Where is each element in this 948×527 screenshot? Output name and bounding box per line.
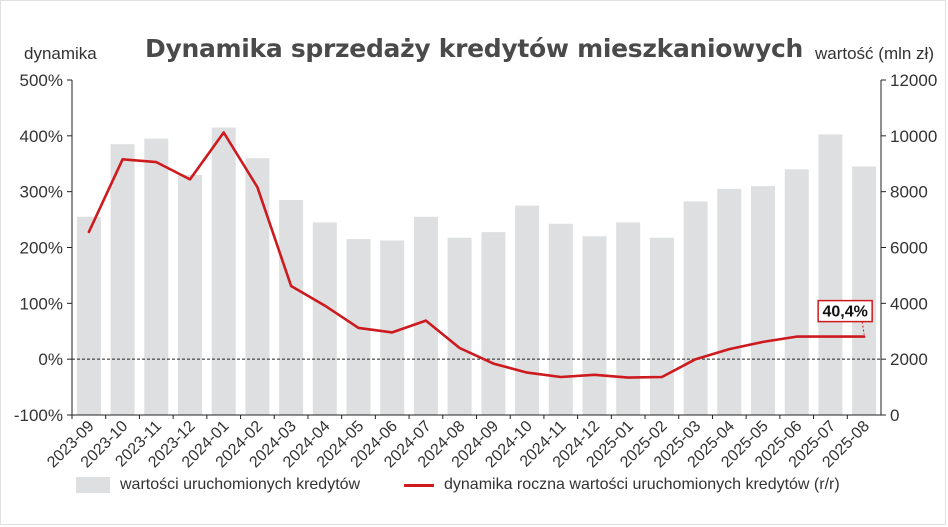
bar-2024-06 bbox=[380, 240, 405, 415]
bar-2024-03 bbox=[279, 200, 304, 415]
bar-2024-08 bbox=[447, 237, 472, 415]
left-tick-label: 0% bbox=[38, 350, 63, 369]
right-tick-label: 12000 bbox=[890, 71, 937, 90]
bar-2024-11 bbox=[548, 223, 573, 415]
right-tick-label: 4000 bbox=[890, 294, 928, 313]
chart-title: Dynamika sprzedaży kredytów mieszkaniowy… bbox=[145, 34, 803, 63]
legend-swatch-line bbox=[404, 483, 434, 487]
bar-2025-01 bbox=[616, 222, 641, 415]
left-tick-label: 100% bbox=[20, 294, 63, 313]
dynamics-line bbox=[87, 131, 866, 379]
left-axis-title: dynamika bbox=[24, 44, 97, 63]
bar-2025-07 bbox=[818, 134, 843, 415]
bar-2024-12 bbox=[582, 236, 607, 415]
annotation-label: 40,4% bbox=[822, 304, 867, 321]
bar-2024-10 bbox=[515, 205, 540, 415]
left-tick-label: 500% bbox=[20, 71, 63, 90]
right-tick-label: 6000 bbox=[890, 239, 928, 258]
legend-label-line: dynamika roczna wartości uruchomionych k… bbox=[444, 476, 840, 493]
bar-2024-07 bbox=[413, 216, 438, 415]
bar-2024-09 bbox=[481, 232, 506, 415]
bar-2024-04 bbox=[312, 222, 337, 415]
bar-2023-09 bbox=[76, 216, 101, 415]
right-tick-label: 10000 bbox=[890, 127, 937, 146]
legend-item-bars: wartości uruchomionych kredytów bbox=[76, 476, 360, 494]
bar-2025-06 bbox=[784, 169, 809, 415]
bar-2023-11 bbox=[144, 138, 169, 415]
bar-2025-02 bbox=[649, 237, 674, 415]
bar-2023-12 bbox=[178, 174, 202, 415]
right-axis-title: wartość (mln zł) bbox=[814, 44, 934, 63]
bar-2024-02 bbox=[245, 158, 270, 415]
right-tick-label: 2000 bbox=[890, 350, 928, 369]
left-tick-label: -100% bbox=[14, 406, 63, 425]
right-tick-label: 8000 bbox=[890, 183, 928, 202]
left-tick-label: 200% bbox=[20, 239, 63, 258]
bar-2025-08 bbox=[852, 166, 877, 415]
bar-2023-10 bbox=[110, 144, 135, 415]
legend-swatch-bars bbox=[76, 477, 110, 493]
annotation-box bbox=[817, 299, 873, 323]
right-tick-label: 0 bbox=[890, 406, 899, 425]
legend-item-line: dynamika roczna wartości uruchomionych k… bbox=[404, 476, 840, 494]
legend-label-bars: wartości uruchomionych kredytów bbox=[120, 476, 361, 493]
left-tick-label: 300% bbox=[20, 183, 63, 202]
bar-2025-03 bbox=[683, 201, 708, 415]
bar-2025-05 bbox=[751, 186, 775, 415]
bar-2025-04 bbox=[717, 188, 742, 415]
left-tick-label: 400% bbox=[20, 127, 63, 146]
bar-2024-01 bbox=[211, 127, 236, 415]
